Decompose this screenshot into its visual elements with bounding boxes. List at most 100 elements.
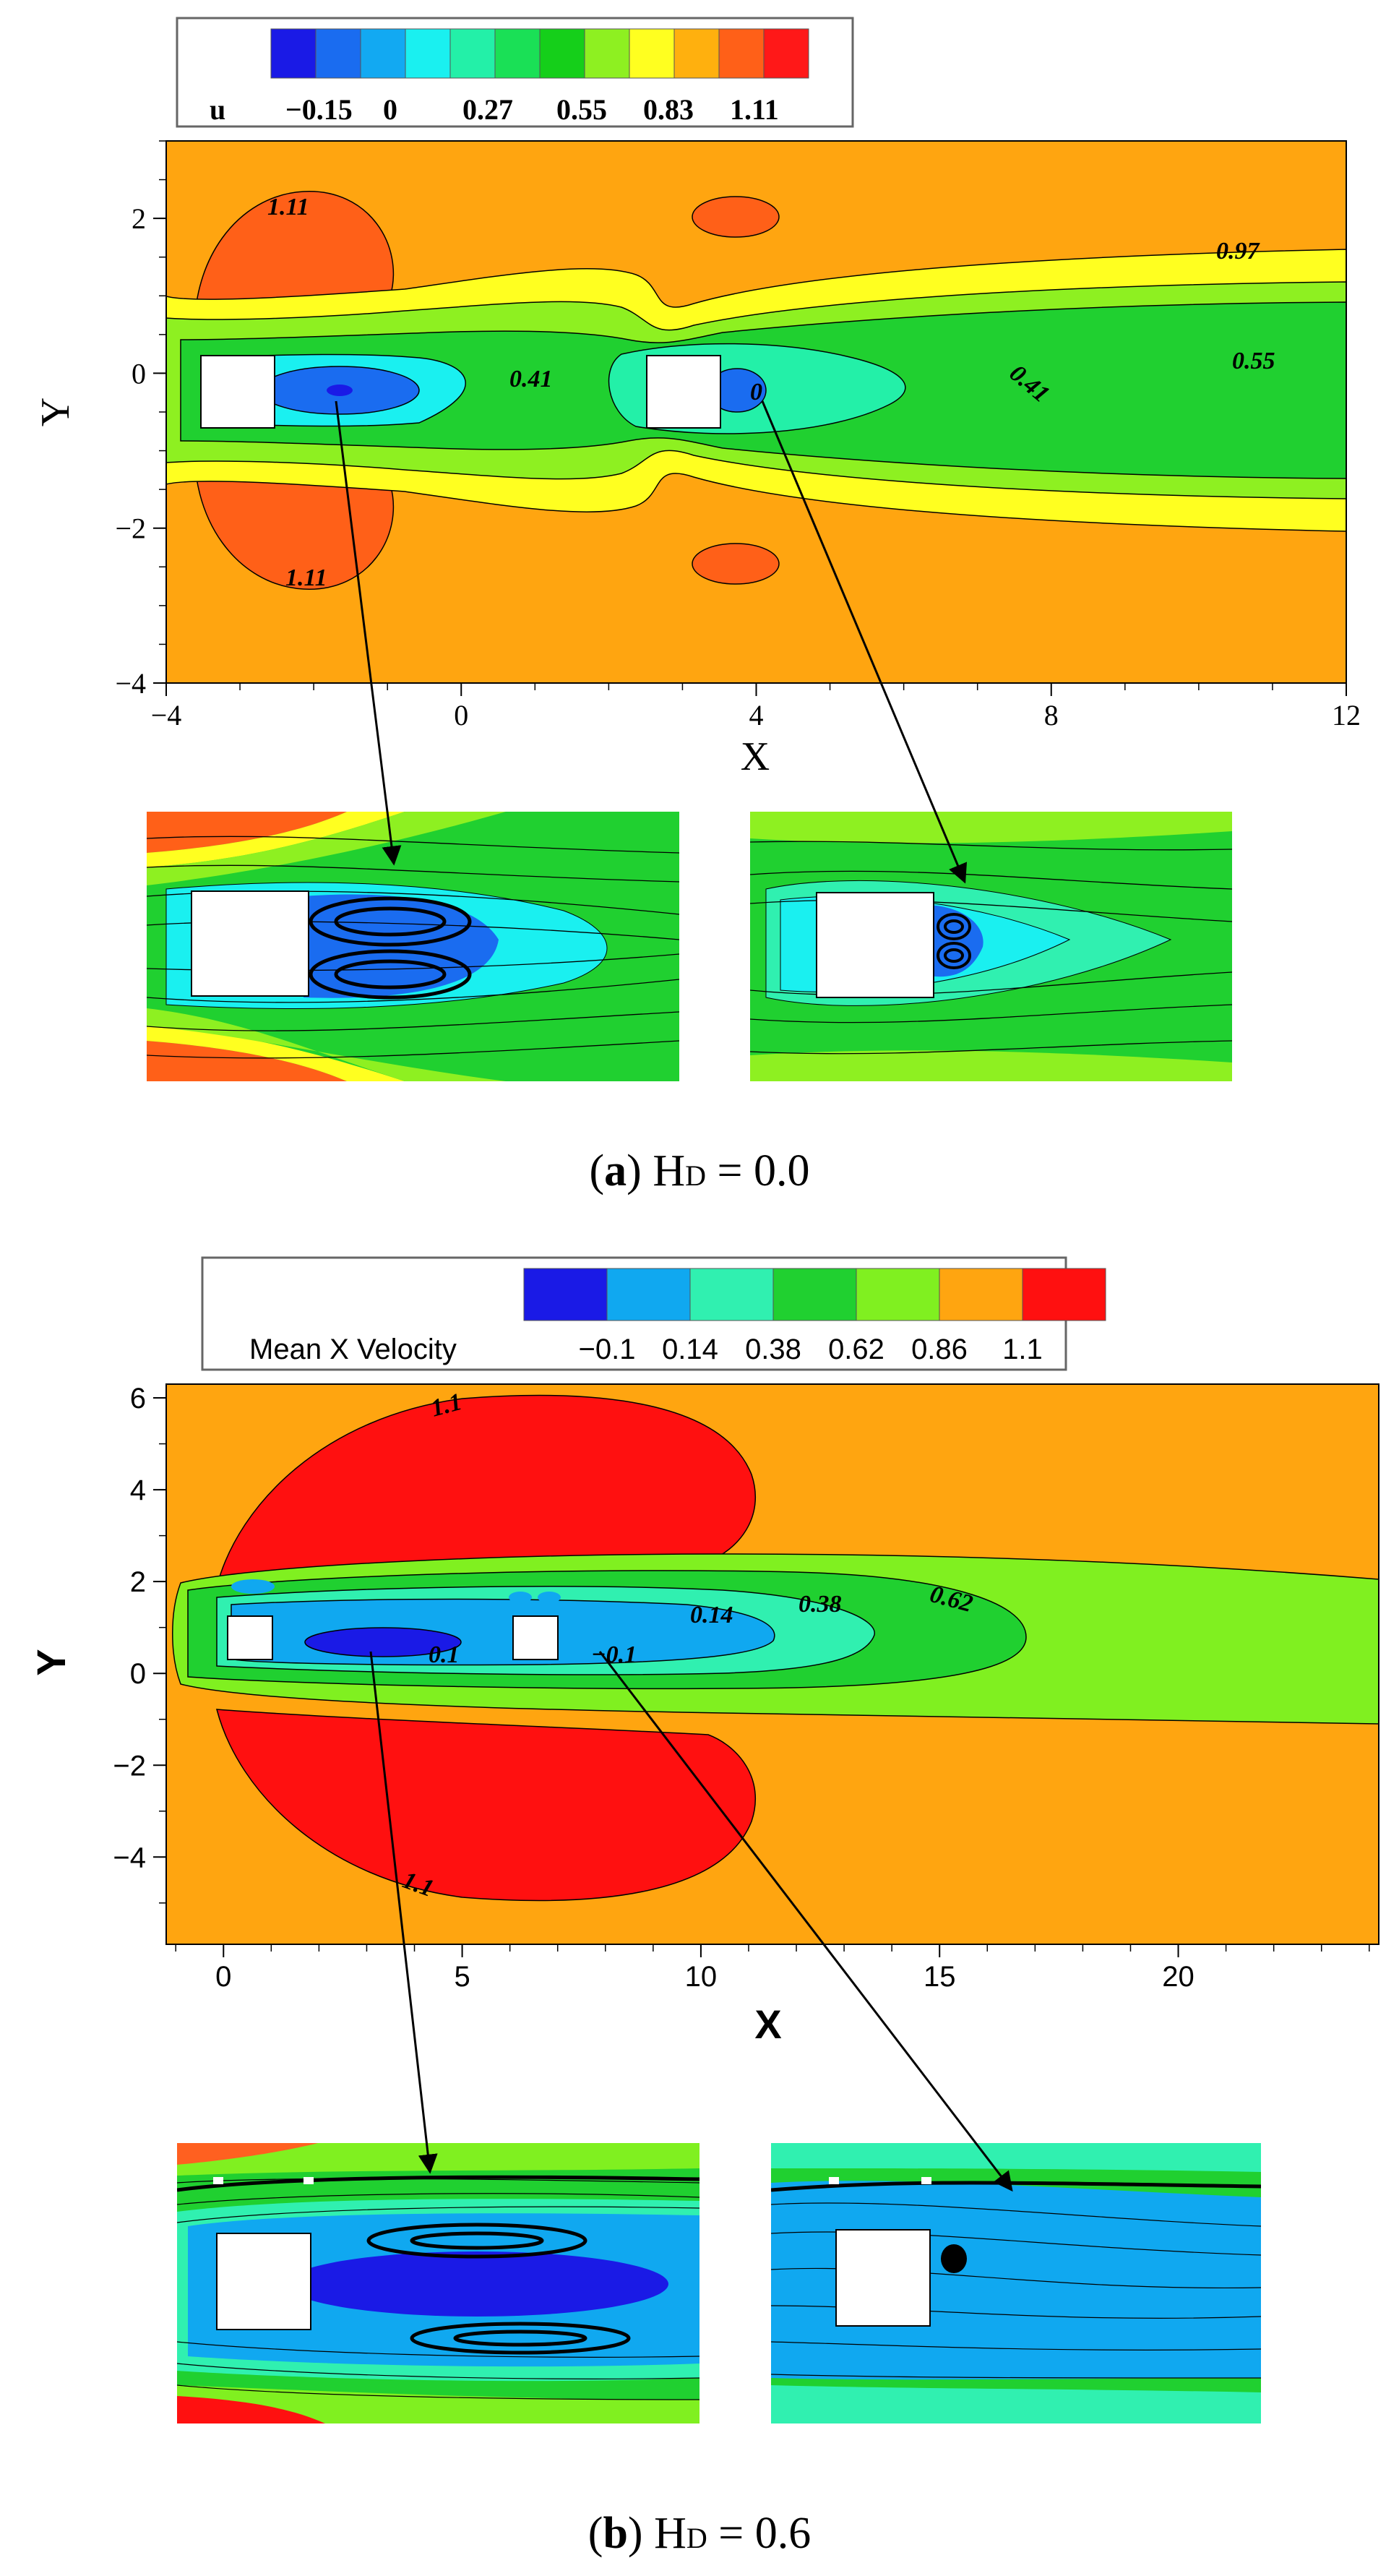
legend-a-swatch [405,28,451,79]
legend-b-swatches [523,1268,1106,1321]
legend-b-tick: −0.1 [579,1334,636,1365]
legend-a-swatch [494,28,541,79]
y-tick-label-b: −2 [113,1750,146,1782]
legend-a-swatch [270,28,317,79]
caption-a-letter: a [604,1146,627,1195]
legend-a-tick: 1.11 [730,93,779,126]
legend-b-tick: 1.1 [1002,1334,1043,1365]
y-tick-label-b: −4 [113,1842,146,1873]
legend-b-tick: 0.38 [745,1334,801,1365]
y-tick-label-a: 0 [132,357,146,390]
caption-a-subscript: D [685,1159,706,1192]
caption-b: (b) HD = 0.6 [588,2509,811,2558]
arrow-a-downstream [761,400,968,884]
legend-b-variable: Mean X Velocity [249,1334,457,1365]
high-speed-patch-lower [692,543,780,585]
contour-label-a-4: 0 [750,379,762,405]
x-tick-label-b: 10 [685,1961,718,1993]
cylinder-upstream [200,355,275,429]
y-tick-label-a: −2 [115,512,146,545]
legend-a: u −0.15 0 0.27 0.55 0.83 1.11 [176,17,854,128]
cylinder-upstream-b [227,1615,273,1660]
high-speed-patch-upper [692,196,780,238]
legend-b-swatch [856,1268,940,1321]
legend-b-swatch [523,1268,608,1321]
plot-b-frame [165,1383,1379,1945]
legend-a-variable: u [210,93,225,126]
contour-label-a-3: 0.41 [509,366,553,392]
recirculation-core-1 [327,385,353,396]
legend-b-swatch [772,1268,857,1321]
legend-a-tick: 0.83 [643,93,694,126]
contour-label-a-2: 1.11 [285,564,327,591]
x-tick-label-b: 0 [215,1961,231,1993]
legend-b-swatch [606,1268,691,1321]
legend-a-swatch [763,28,809,79]
contour-label-a-1: 1.11 [267,194,309,220]
contour-label-a-6: 0.55 [1232,348,1275,374]
contour-label-b-5: 0.38 [798,1591,842,1618]
recirculation-b [304,1627,462,1657]
contour-label-a-5: 0.97 [1216,238,1261,265]
caption-a: (a) HD = 0.0 [590,1146,810,1195]
plot-a-axes: −4 0 4 8 12 −4 −2 0 2 [115,140,1361,731]
legend-a-tick: 0.55 [556,93,607,126]
caption-b-letter: b [603,2509,627,2558]
x-axis-label-a: X [741,734,770,779]
y-axis-label-a: Y [33,398,78,426]
legend-a-tick-labels: −0.15 0 0.27 0.55 0.83 1.11 [285,93,779,126]
legend-b-tick: 0.86 [911,1334,968,1365]
contour-label-b-4: 0.14 [690,1602,733,1628]
caption-a-symbol: H [653,1146,685,1195]
y-tick-label-a: 2 [132,202,146,235]
inset-b-upstream [177,2143,700,2423]
legend-a-swatch [539,28,585,79]
legend-b-tick-labels: −0.1 0.14 0.38 0.62 0.86 1.1 [579,1334,1043,1365]
legend-a-tick: −0.15 [285,93,353,126]
legend-a-swatch [629,28,675,79]
x-tick-label-a: 0 [454,699,468,731]
x-tick-label-a: 4 [749,699,764,731]
y-tick-label-b: 4 [130,1474,146,1506]
arrow-b-upstream [369,1651,438,2174]
plot-b-contours [166,1384,1379,1944]
y-axis-label-b: Y [28,1649,74,1675]
x-tick-label-a: 8 [1044,699,1059,731]
legend-a-swatch [449,28,496,79]
legend-a-swatches [270,28,809,79]
cylinder-downstream-b [512,1615,559,1660]
inset-a-downstream [750,812,1232,1081]
contour-label-b-2: 0.1 [429,1641,460,1668]
arrow-b-downstream [598,1651,1013,2192]
contour-label-b-3: −0.1 [591,1641,637,1668]
x-tick-label-b: 5 [454,1961,470,1993]
legend-b-tick: 0.62 [828,1334,884,1365]
x-tick-label-b: 20 [1162,1961,1194,1993]
x-tick-label-a: 12 [1332,699,1361,731]
y-tick-label-b: 6 [130,1383,146,1414]
legend-a-swatch [315,28,361,79]
x-tick-label-b: 15 [924,1961,956,1993]
legend-a-swatch [360,28,406,79]
caption-a-value: = 0.0 [718,1146,810,1195]
cylinder-downstream [646,355,721,429]
caption-b-symbol: H [654,2509,686,2558]
y-tick-label-b: 0 [130,1658,146,1690]
legend-a-swatch [584,28,630,79]
y-tick-label-b: 2 [130,1566,146,1598]
x-tick-label-a: −4 [151,699,182,731]
plot-a-contours [166,141,1346,683]
legend-a-tick: 0.27 [462,93,513,126]
high-speed-lobe-lower-b [216,1709,756,1902]
legend-a-tick: 0 [383,93,397,126]
x-axis-label-b: X [754,2001,781,2047]
legend-a-swatch [718,28,765,79]
caption-b-value: = 0.6 [718,2509,811,2558]
arrow-a-upstream [335,400,402,866]
legend-b-swatch [1022,1268,1106,1321]
caption-b-subscript: D [686,2522,707,2554]
inset-b-downstream [771,2143,1261,2423]
inset-a-upstream [147,812,679,1081]
